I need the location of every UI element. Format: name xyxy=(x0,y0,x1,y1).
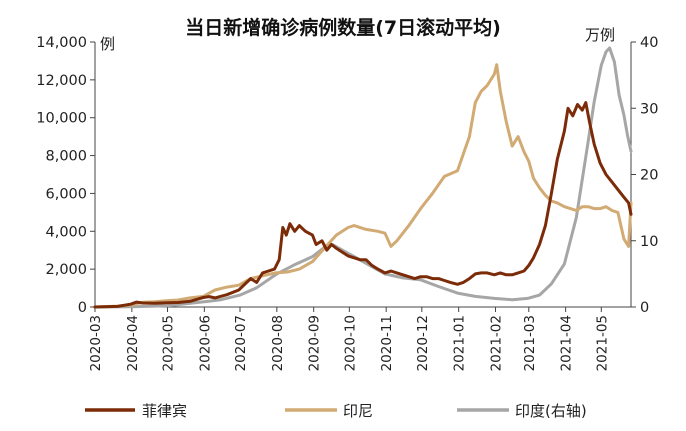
left-tick-label: 12,000 xyxy=(36,73,87,89)
right-tick-label: 10 xyxy=(640,234,658,250)
x-tick-label: 2021-01 xyxy=(452,315,468,371)
legend-label-indonesia: 印尼 xyxy=(343,402,373,420)
x-tick-label: 2020-10 xyxy=(342,315,358,371)
chart-title: 当日新增确诊病例数量(7日滚动平均) xyxy=(185,16,501,39)
x-tick-label: 2020-12 xyxy=(415,315,431,371)
legend-label-philippines: 菲律宾 xyxy=(142,402,187,420)
x-tick-label: 2021-03 xyxy=(522,315,538,371)
right-tick-label: 40 xyxy=(640,35,658,51)
left-tick-label: 2,000 xyxy=(45,262,87,278)
x-tick-label: 2020-09 xyxy=(307,315,323,371)
series-lines xyxy=(93,46,633,309)
series-line-1 xyxy=(93,63,633,309)
left-tick-label: 8,000 xyxy=(45,149,87,165)
left-tick-label: 14,000 xyxy=(36,35,87,51)
x-tick-label: 2020-11 xyxy=(379,315,395,371)
x-tick-label: 2020-08 xyxy=(270,315,286,371)
x-tick-label: 2020-07 xyxy=(233,315,249,371)
legend-label-india: 印度(右轴) xyxy=(515,402,587,420)
x-tick-label: 2020-05 xyxy=(160,315,176,371)
left-tick-label: 4,000 xyxy=(45,224,87,240)
right-tick-label: 20 xyxy=(640,168,658,184)
legend: 菲律宾 印尼 印度(右轴) xyxy=(85,402,587,420)
x-tick-label: 2020-06 xyxy=(197,315,213,371)
right-axis-unit: 万例 xyxy=(585,26,615,44)
left-axis-ticks: 0 2,000 4,000 6,000 8,000 10,000 12,000 14,000 xyxy=(36,35,95,316)
left-tick-label: 6,000 xyxy=(45,186,87,202)
left-tick-label: 0 xyxy=(78,300,87,316)
x-tick-label: 2021-02 xyxy=(489,315,505,371)
series-line-2 xyxy=(93,46,633,309)
right-tick-label: 30 xyxy=(640,101,658,117)
series-line-0 xyxy=(93,101,633,309)
x-tick-label: 2020-03 xyxy=(88,315,104,371)
x-tick-label: 2021-04 xyxy=(559,315,575,371)
left-tick-label: 10,000 xyxy=(36,111,87,127)
x-tick-label: 2021-05 xyxy=(594,315,610,371)
left-axis-unit: 例 xyxy=(100,35,115,53)
right-tick-label: 0 xyxy=(640,300,649,316)
x-tick-label: 2020-04 xyxy=(125,315,141,371)
x-axis-ticks: 2020-03 2020-04 2020-05 2020-06 2020-07 2020-… xyxy=(88,307,610,371)
right-axis-ticks: 0 10 20 30 40 xyxy=(631,35,658,316)
